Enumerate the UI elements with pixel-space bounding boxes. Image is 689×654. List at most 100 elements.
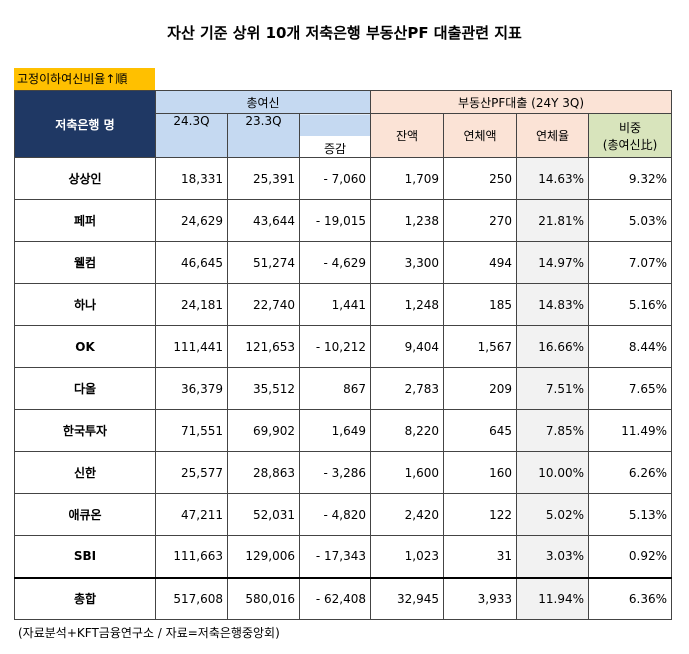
column-header: 23.3Q — [227, 113, 300, 158]
cell: 1,649 — [298, 409, 372, 452]
cell: 3,933 — [443, 576, 518, 620]
cell: 129,006 — [227, 535, 300, 578]
cell: 25,577 — [155, 451, 228, 494]
cell: - 62,408 — [298, 576, 372, 620]
cell: 71,551 — [155, 409, 228, 452]
cell: - 17,343 — [298, 535, 372, 578]
table-row: 신한 25,577 28,863- 3,286 1,600 160 10.00% 6.26% — [14, 451, 673, 494]
cell: 494 — [443, 241, 518, 284]
cell: 51,274 — [227, 241, 300, 284]
cell: 5.16% — [588, 283, 673, 326]
cell: 1,023 — [370, 535, 445, 578]
table-row: 상상인 18,331 25,391- 7,060 1,709 250 14.63% 9.32… — [14, 157, 673, 200]
column-header: 잔액 — [370, 113, 445, 158]
bank-name: SBI — [14, 535, 156, 578]
cell: 16.66% — [516, 325, 590, 368]
cell: 46,645 — [155, 241, 228, 284]
cell: 517,608 — [155, 576, 228, 620]
cell: - 7,060 — [298, 157, 372, 200]
cell: 47,211 — [155, 493, 228, 536]
table-row: OK 111,441 121,653- 10,212 9,404 1,567 16.66%… — [14, 325, 673, 368]
name-header: 저축은행 명 — [14, 90, 156, 158]
cell: 9,404 — [370, 325, 445, 368]
cell: 1,238 — [370, 199, 445, 242]
cell: 7.07% — [588, 241, 673, 284]
cell: 10.00% — [516, 451, 590, 494]
cell: 2,783 — [370, 367, 445, 410]
cell: 5.03% — [588, 199, 673, 242]
cell: - 3,286 — [298, 451, 372, 494]
cell: 1,709 — [370, 157, 445, 200]
cell: 5.13% — [588, 493, 673, 536]
cell: 24,629 — [155, 199, 228, 242]
cell: 209 — [443, 367, 518, 410]
table-row: 하나 24,181 22,740 1,441 1,248 185 14.83% 5.16% — [14, 283, 673, 326]
cell: 7.51% — [516, 367, 590, 410]
column-header: 24.3Q — [155, 113, 228, 158]
title: 자산 기준 상위 10개 저축은행 부동산PF 대출관련 지표 — [167, 24, 522, 42]
cell: 22,740 — [227, 283, 300, 326]
table-row: 페퍼 24,629 43,644- 19,015 1,238 270 21.81% 5.03… — [14, 199, 673, 242]
cell: 645 — [443, 409, 518, 452]
table-row: 다올 36,379 35,512 867 2,783 209 7.51% 7.65% — [14, 367, 673, 410]
cell: 31 — [443, 535, 518, 578]
bank-name: 한국투자 — [14, 409, 156, 452]
cell: 121,653 — [227, 325, 300, 368]
cell: 3.03% — [516, 535, 590, 578]
column-header: 비중 (총여신比) — [588, 113, 673, 158]
source-note: (자료분석+KFT금융연구소 / 자료=저축은행중앙회) — [18, 626, 280, 640]
column-header: 연체액 — [443, 113, 518, 158]
bank-name: 상상인 — [14, 157, 156, 200]
bank-name: 총합 — [14, 576, 156, 620]
cell: 18,331 — [155, 157, 228, 200]
cell: 7.65% — [588, 367, 673, 410]
cell: - 4,820 — [298, 493, 372, 536]
table-row: SBI 111,663 129,006- 17,343 1,023 31 3.03% 0.9… — [14, 535, 673, 578]
cell: 32,945 — [370, 576, 445, 620]
cell: 185 — [443, 283, 518, 326]
table-row: 총합 517,608 580,016- 62,408 32,945 3,933 11.94… — [14, 576, 673, 620]
cell: 6.36% — [588, 576, 673, 620]
table-row: 웰컴 46,645 51,274- 4,629 3,300 494 14.97% 7.07% — [14, 241, 673, 284]
cell: 6.26% — [588, 451, 673, 494]
cell: 14.63% — [516, 157, 590, 200]
bank-name: 다올 — [14, 367, 156, 410]
cell: 580,016 — [227, 576, 300, 620]
table: 저축은행 명 총여신 부동산PF대출 (24Y 3Q) 24.3Q 23.3Q … — [14, 90, 673, 620]
group-header: 총여신 — [154, 90, 372, 114]
cell: - 19,015 — [298, 199, 372, 242]
cell: 11.49% — [588, 409, 673, 452]
cell: 1,567 — [443, 325, 518, 368]
cell: 8,220 — [370, 409, 445, 452]
header-line: 비중 — [618, 120, 642, 135]
cell: 1,600 — [370, 451, 445, 494]
cell: 0.92% — [588, 535, 673, 578]
cell: 25,391 — [227, 157, 300, 200]
cell: 250 — [443, 157, 518, 200]
header-line: (총여신比) — [602, 137, 658, 152]
cell: 52,031 — [227, 493, 300, 536]
cell: 9.32% — [588, 157, 673, 200]
cell: - 10,212 — [298, 325, 372, 368]
table-row: 한국투자 71,551 69,902 1,649 8,220 645 7.85% 11.49% — [14, 409, 673, 452]
column-header: 증감 — [298, 113, 372, 158]
cell: 35,512 — [227, 367, 300, 410]
bank-name: 신한 — [14, 451, 156, 494]
cell: 14.83% — [516, 283, 590, 326]
cell: 11.94% — [516, 576, 590, 620]
table-body: 상상인 18,331 25,391- 7,060 1,709 250 14.63% 9.32… — [14, 157, 673, 620]
cell: 160 — [443, 451, 518, 494]
column-header: 연체율 — [516, 113, 590, 158]
cell: 1,441 — [298, 283, 372, 326]
group-header: 부동산PF대출 (24Y 3Q) — [370, 90, 673, 114]
bank-name: 웰컴 — [14, 241, 156, 284]
cell: 43,644 — [227, 199, 300, 242]
table-row: 애큐온 47,211 52,031- 4,820 2,420 122 5.02% 5.13% — [14, 493, 673, 536]
bank-name: OK — [14, 325, 156, 368]
cell: 21.81% — [516, 199, 590, 242]
cell: 14.97% — [516, 241, 590, 284]
cell: 8.44% — [588, 325, 673, 368]
cell: 111,441 — [155, 325, 228, 368]
bank-name: 페퍼 — [14, 199, 156, 242]
cell: 1,248 — [370, 283, 445, 326]
